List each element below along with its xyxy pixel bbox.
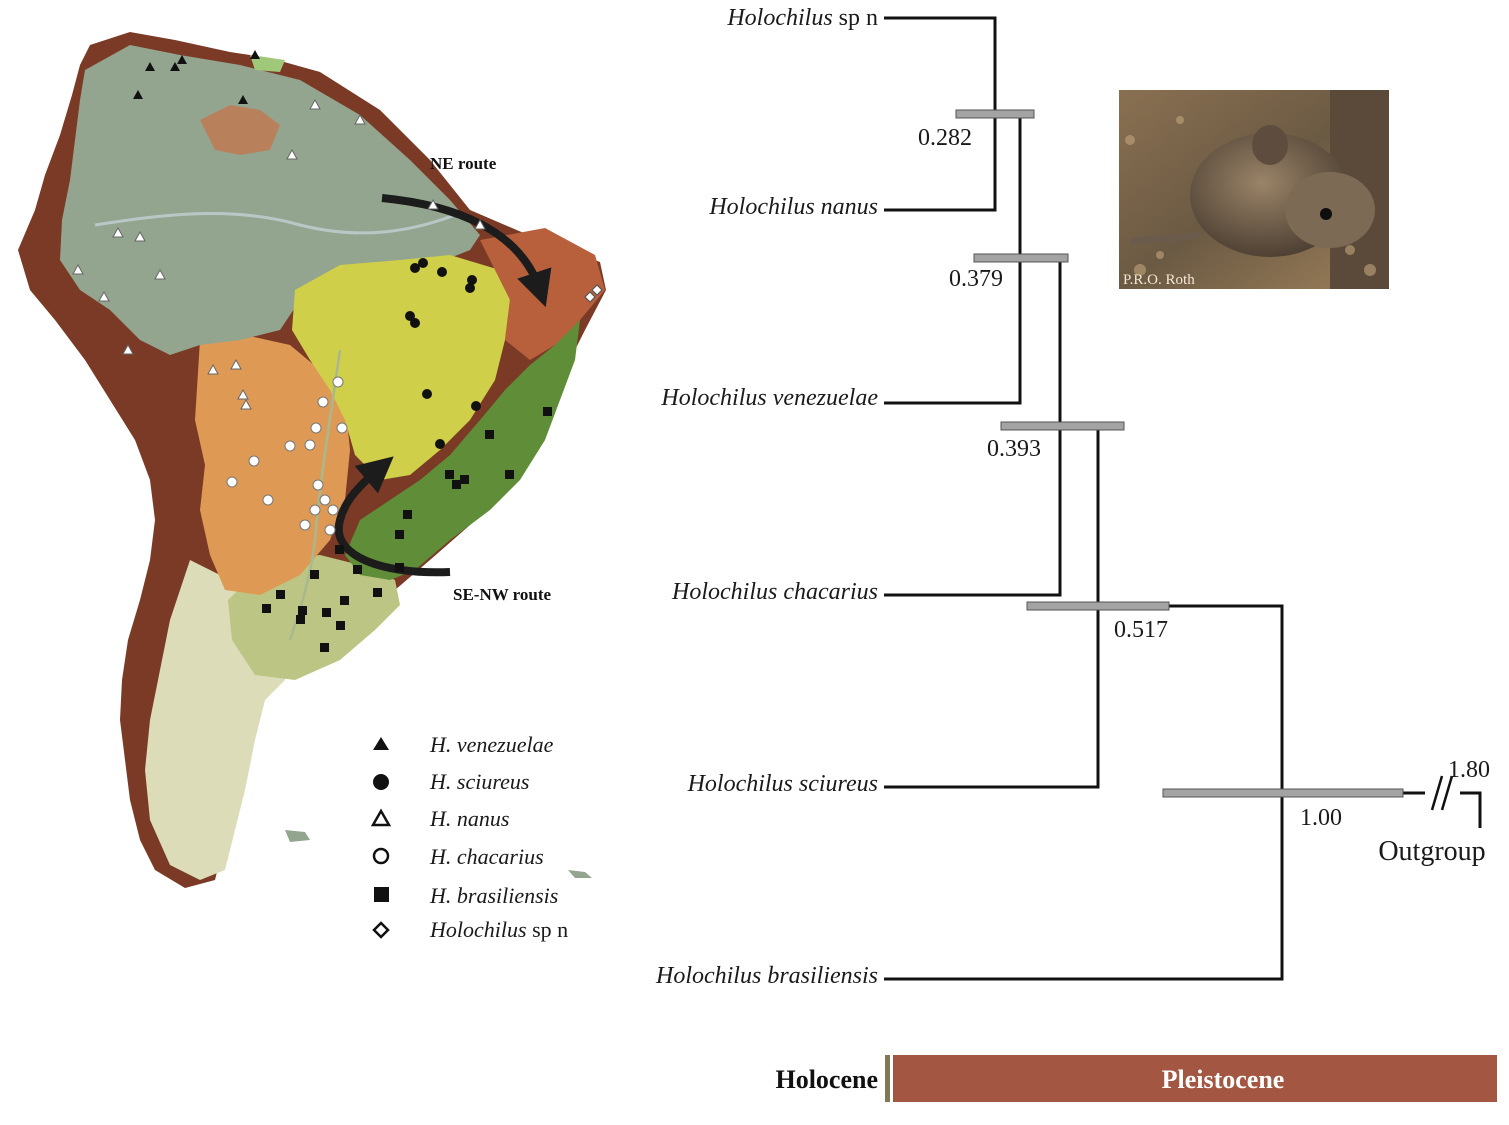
coastal-strip (250, 55, 285, 72)
pleistocene-label: Pleistocene (1162, 1065, 1285, 1094)
taxon-label: Holochilus brasiliensis (655, 963, 878, 989)
filled-square-icon (374, 887, 389, 902)
brasiliensis-points (262, 407, 552, 652)
legend-item-venezuelae: H. venezuelae (373, 732, 554, 757)
taxon-label: Holochilus nanus (708, 194, 878, 220)
phylogenetic-tree: Holochilus sp n Holochilus nanus Holochi… (655, 5, 1490, 989)
taxon-label: Holochilus chacarius (671, 579, 878, 605)
south-america-map: NE route SE-NW route (18, 32, 606, 888)
guiana-highlands (200, 105, 280, 155)
node-age: 0.393 (987, 436, 1041, 462)
se-route-label: SE-NW route (453, 585, 552, 604)
south-georgia (568, 870, 592, 878)
sciureus-points (405, 258, 481, 449)
rat-photo: P.R.O. Roth (1119, 90, 1389, 289)
legend-item-nanus: H. nanus (370, 806, 509, 831)
confidence-bars (955, 109, 1404, 798)
node-age: 1.00 (1300, 805, 1342, 831)
ne-route-label: NE route (430, 154, 497, 173)
svg-text:Holochilus sp n: Holochilus sp n (429, 917, 568, 942)
cerrado-region (292, 255, 510, 480)
map-legend: H. venezuelae H. sciureus H. nanus H. ch… (370, 732, 568, 942)
open-circle-icon (372, 847, 390, 865)
spn-points (584, 284, 603, 303)
nanus-points (72, 98, 486, 410)
taxon-label: Holochilus venezuelae (660, 385, 878, 411)
svg-text:H. chacarius: H. chacarius (429, 844, 544, 869)
svg-text:H. venezuelae: H. venezuelae (429, 732, 554, 757)
outgroup-label: Outgroup (1378, 836, 1485, 867)
filled-circle-icon (373, 774, 389, 790)
legend-item-brasiliensis: H. brasiliensis (374, 883, 558, 908)
venezuelae-points (133, 50, 260, 104)
svg-text:H. brasiliensis: H. brasiliensis (429, 883, 558, 908)
axis-break-icon (1430, 775, 1454, 811)
legend-item-spn: Holochilus sp n (372, 917, 568, 942)
legend-item-chacarius: H. chacarius (372, 844, 544, 869)
holocene-bar (885, 1055, 890, 1102)
taxon-label: Holochilus sp n (726, 5, 878, 31)
root-age: 1.80 (1448, 757, 1490, 783)
node-age: 0.379 (949, 266, 1003, 292)
amazon-region (60, 45, 480, 355)
river-amazon (94, 211, 456, 235)
legend-item-sciureus: H. sciureus (373, 769, 529, 794)
svg-text:H. nanus: H. nanus (429, 806, 509, 831)
chacarius-points (226, 376, 348, 536)
photo-credit: P.R.O. Roth (1123, 272, 1195, 288)
node-age: 0.282 (918, 125, 972, 151)
geologic-timescale: Holocene Pleistocene (775, 1055, 1497, 1102)
occurrence-points (72, 50, 603, 652)
taxon-label: Holochilus sciureus (687, 771, 878, 797)
falkland-islands (285, 830, 310, 842)
holocene-label: Holocene (775, 1065, 878, 1094)
filled-triangle-icon (373, 737, 389, 750)
pleistocene-bar (893, 1055, 1497, 1102)
svg-text:H. sciureus: H. sciureus (429, 769, 529, 794)
open-diamond-icon (372, 921, 390, 939)
open-triangle-icon (370, 808, 392, 827)
node-age: 0.517 (1114, 617, 1168, 643)
chaco-region (195, 335, 350, 595)
